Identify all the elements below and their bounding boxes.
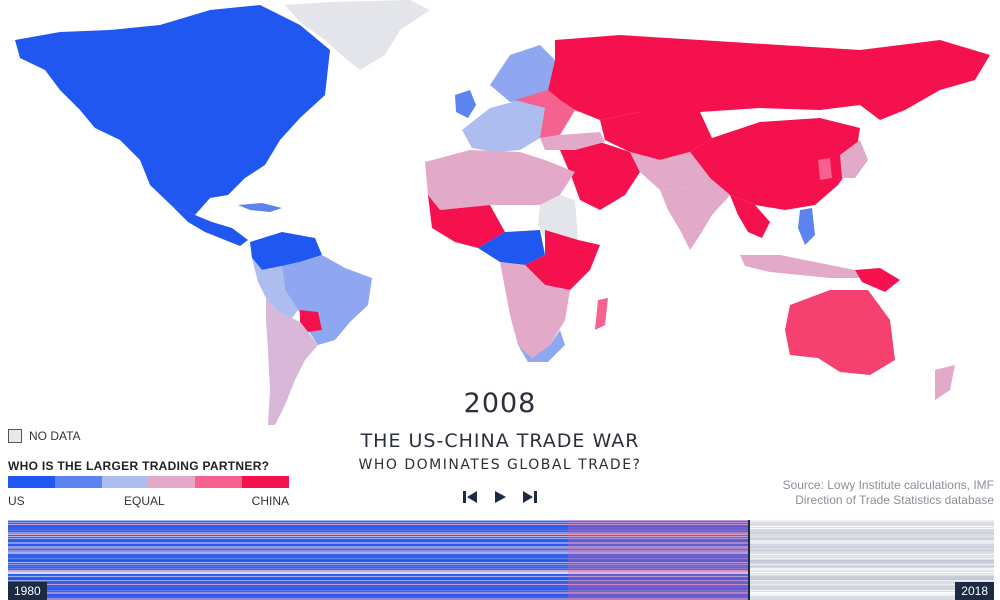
legend-swatch-5: [242, 476, 289, 488]
country-new-zealand[interactable]: [935, 365, 955, 400]
country-papua-new-guinea[interactable]: [855, 268, 900, 292]
country-china[interactable]: [690, 118, 860, 210]
nodata-legend: NO DATA: [8, 429, 81, 443]
nodata-swatch: [8, 429, 22, 443]
region-caribbean[interactable]: [238, 203, 282, 212]
region-central-africa[interactable]: [478, 230, 545, 265]
region-middle-east[interactable]: [560, 142, 640, 210]
timeline-start-label: 1980: [8, 582, 47, 600]
region-north-africa[interactable]: [425, 150, 575, 210]
country-greenland[interactable]: [285, 0, 430, 70]
region-indonesia[interactable]: [740, 255, 860, 278]
source-line-2: Direction of Trade Statistics database: [795, 493, 994, 507]
source-line-1: Source: Lowy Institute calculations, IMF: [782, 478, 994, 492]
legend-label-equal: EQUAL: [124, 494, 165, 508]
timeline-future-stripes[interactable]: [749, 520, 994, 600]
skip-forward-icon[interactable]: [522, 489, 538, 505]
page-title: THE US-CHINA TRADE WAR: [360, 430, 640, 452]
region-british-isles[interactable]: [455, 90, 476, 118]
region-north-america[interactable]: [15, 5, 330, 215]
region-andes[interactable]: [252, 258, 298, 318]
world-map: [15, 0, 990, 425]
region-western-europe[interactable]: [462, 100, 555, 152]
region-southern-africa[interactable]: [500, 262, 570, 358]
country-philippines[interactable]: [798, 208, 815, 245]
region-scandinavia[interactable]: [490, 45, 555, 102]
region-south-america-north[interactable]: [250, 232, 322, 270]
skip-back-icon[interactable]: [462, 489, 478, 505]
playback-controls: [462, 487, 542, 507]
legend-swatch-0: [8, 476, 55, 488]
legend-swatch-3: [148, 476, 196, 488]
legend-labels: US EQUAL CHINA: [8, 494, 289, 508]
legend-color-scale: [8, 476, 289, 488]
nodata-label: NO DATA: [29, 429, 81, 443]
country-australia[interactable]: [785, 290, 895, 375]
legend-title: WHO IS THE LARGER TRADING PARTNER?: [8, 459, 270, 473]
timeline-played-stripes[interactable]: [8, 520, 749, 600]
country-paraguay[interactable]: [300, 310, 322, 332]
source-note: Source: Lowy Institute calculations, IMF…: [734, 478, 994, 508]
country-japan[interactable]: [840, 140, 868, 178]
legend-swatch-2: [101, 476, 149, 488]
timeline-cursor[interactable]: [748, 520, 750, 600]
legend-label-us: US: [8, 494, 25, 508]
region-east-africa[interactable]: [525, 230, 600, 290]
region-south-east-asia[interactable]: [730, 195, 770, 238]
country-russia[interactable]: [548, 35, 990, 120]
region-south-west-asia[interactable]: [630, 152, 710, 190]
timeline-end-label: 2018: [955, 582, 994, 600]
page-subtitle: WHO DOMINATES GLOBAL TRADE?: [358, 457, 642, 473]
play-icon[interactable]: [492, 489, 508, 505]
region-central-america[interactable]: [172, 206, 248, 246]
country-india[interactable]: [660, 178, 730, 250]
country-korea[interactable]: [818, 158, 832, 180]
country-madagascar[interactable]: [595, 298, 608, 330]
legend-swatch-1: [54, 476, 102, 488]
country-south-africa[interactable]: [518, 330, 565, 362]
region-turkey[interactable]: [540, 132, 605, 150]
region-west-africa[interactable]: [428, 195, 505, 248]
legend-label-china: CHINA: [251, 494, 289, 508]
year-display: 2008: [463, 388, 537, 419]
region-central-asia[interactable]: [600, 112, 712, 160]
legend-swatch-4: [195, 476, 243, 488]
region-southern-cone[interactable]: [266, 298, 318, 425]
timeline-scrubber[interactable]: 1980 2018: [8, 520, 994, 600]
region-eastern-europe[interactable]: [515, 90, 575, 138]
